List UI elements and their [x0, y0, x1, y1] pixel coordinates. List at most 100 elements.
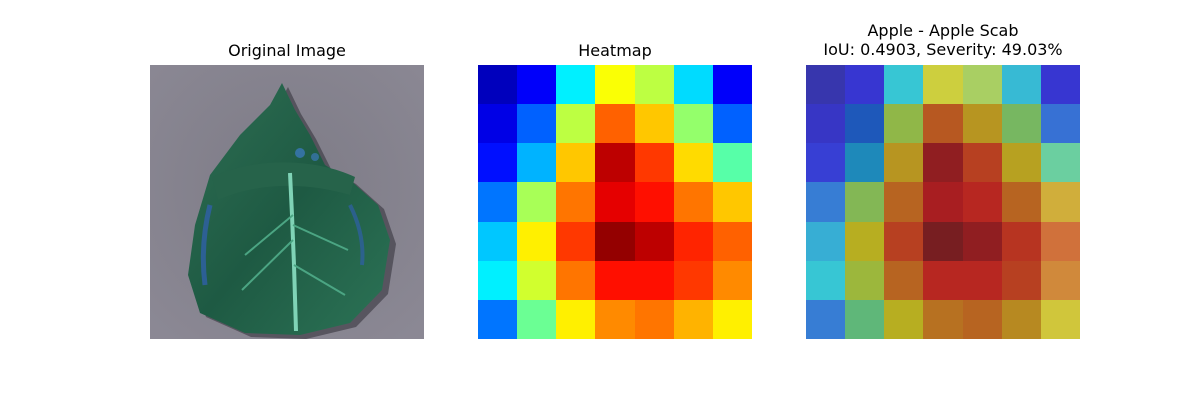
heatmap-grid [478, 65, 753, 340]
overlay-cell-2-5 [1001, 143, 1042, 183]
heatmap-cell-6-3 [595, 299, 636, 340]
leaf-image [150, 65, 424, 339]
heatmap-cell-1-0 [478, 104, 518, 144]
overlay-cell-4-3 [923, 221, 964, 262]
overlay-grid [806, 65, 1081, 340]
heatmap-cell-6-0 [478, 299, 518, 340]
overlay-cell-1-6 [1040, 104, 1081, 144]
overlay-cell-0-3 [923, 65, 964, 105]
heatmap-cell-0-4 [634, 65, 675, 105]
heatmap-cell-2-6 [712, 143, 753, 183]
heatmap-cell-4-3 [595, 221, 636, 262]
heatmap-cell-0-2 [556, 65, 596, 105]
original-image-title: Original Image [228, 41, 346, 60]
heatmap-cell-0-3 [595, 65, 636, 105]
heatmap-cell-4-5 [673, 221, 714, 262]
heatmap-cell-3-3 [595, 182, 636, 223]
overlay-cell-4-0 [806, 221, 846, 262]
overlay-cell-4-4 [962, 221, 1003, 262]
overlay-cell-2-4 [962, 143, 1003, 183]
heatmap-cell-5-2 [556, 260, 596, 301]
overlay-cell-5-3 [923, 260, 964, 301]
heatmap-cell-1-1 [517, 104, 557, 144]
heatmap-panel [478, 65, 753, 340]
heatmap-cell-2-5 [673, 143, 714, 183]
overlay-cell-1-0 [806, 104, 846, 144]
heatmap-cell-1-5 [673, 104, 714, 144]
overlay-cell-6-1 [845, 299, 885, 340]
overlay-cell-2-2 [884, 143, 924, 183]
heatmap-cell-4-0 [478, 221, 518, 262]
heatmap-cell-4-6 [712, 221, 753, 262]
overlay-cell-3-5 [1001, 182, 1042, 223]
heatmap-cell-5-3 [595, 260, 636, 301]
overlay-cell-2-0 [806, 143, 846, 183]
heatmap-cell-1-6 [712, 104, 753, 144]
heatmap-cell-2-0 [478, 143, 518, 183]
heatmap-cell-5-6 [712, 260, 753, 301]
overlay-cell-6-4 [962, 299, 1003, 340]
heatmap-title: Heatmap [578, 41, 652, 60]
heatmap-cell-2-4 [634, 143, 675, 183]
overlay-cell-5-0 [806, 260, 846, 301]
overlay-cell-5-1 [845, 260, 885, 301]
heatmap-cell-3-5 [673, 182, 714, 223]
overlay-cell-6-6 [1040, 299, 1081, 340]
heatmap-cell-2-3 [595, 143, 636, 183]
overlay-cell-6-0 [806, 299, 846, 340]
overlay-title: Apple - Apple Scab IoU: 0.4903, Severity… [806, 21, 1080, 59]
overlay-cell-3-4 [962, 182, 1003, 223]
overlay-cell-3-1 [845, 182, 885, 223]
overlay-cell-4-6 [1040, 221, 1081, 262]
overlay-cell-0-5 [1001, 65, 1042, 105]
heatmap-cell-2-2 [556, 143, 596, 183]
overlay-cell-1-5 [1001, 104, 1042, 144]
heatmap-cell-6-2 [556, 299, 596, 340]
overlay-cell-5-4 [962, 260, 1003, 301]
heatmap-cell-6-5 [673, 299, 714, 340]
overlay-cell-6-3 [923, 299, 964, 340]
overlay-cell-2-6 [1040, 143, 1081, 183]
overlay-cell-0-1 [845, 65, 885, 105]
overlay-cell-4-2 [884, 221, 924, 262]
heatmap-cell-1-2 [556, 104, 596, 144]
overlay-panel [806, 65, 1081, 340]
heatmap-cell-3-1 [517, 182, 557, 223]
overlay-cell-4-5 [1001, 221, 1042, 262]
heatmap-cell-6-6 [712, 299, 753, 340]
heatmap-cell-0-6 [712, 65, 753, 105]
heatmap-cell-3-6 [712, 182, 753, 223]
original-image [150, 65, 424, 339]
overlay-cell-6-2 [884, 299, 924, 340]
overlay-cell-0-0 [806, 65, 846, 105]
overlay-cell-1-2 [884, 104, 924, 144]
heatmap-cell-4-1 [517, 221, 557, 262]
overlay-cell-5-5 [1001, 260, 1042, 301]
heatmap-cell-0-5 [673, 65, 714, 105]
heatmap-cell-5-5 [673, 260, 714, 301]
overlay-cell-1-3 [923, 104, 964, 144]
heatmap-cell-0-1 [517, 65, 557, 105]
heatmap-cell-5-1 [517, 260, 557, 301]
heatmap-cell-3-0 [478, 182, 518, 223]
overlay-cell-0-4 [962, 65, 1003, 105]
overlay-title-line-2: IoU: 0.4903, Severity: 49.03% [823, 40, 1063, 59]
overlay-cell-3-6 [1040, 182, 1081, 223]
heatmap-cell-1-3 [595, 104, 636, 144]
heatmap-cell-4-4 [634, 221, 675, 262]
overlay-cell-3-3 [923, 182, 964, 223]
overlay-cell-2-1 [845, 143, 885, 183]
overlay-cell-5-6 [1040, 260, 1081, 301]
heatmap-cell-3-2 [556, 182, 596, 223]
overlay-cell-3-2 [884, 182, 924, 223]
heatmap-cell-0-0 [478, 65, 518, 105]
overlay-cell-2-3 [923, 143, 964, 183]
heatmap-cell-5-4 [634, 260, 675, 301]
overlay-cell-6-5 [1001, 299, 1042, 340]
overlay-cell-1-1 [845, 104, 885, 144]
overlay-cell-0-2 [884, 65, 924, 105]
overlay-cell-0-6 [1040, 65, 1081, 105]
overlay-cell-1-4 [962, 104, 1003, 144]
heatmap-cell-1-4 [634, 104, 675, 144]
heatmap-cell-6-1 [517, 299, 557, 340]
